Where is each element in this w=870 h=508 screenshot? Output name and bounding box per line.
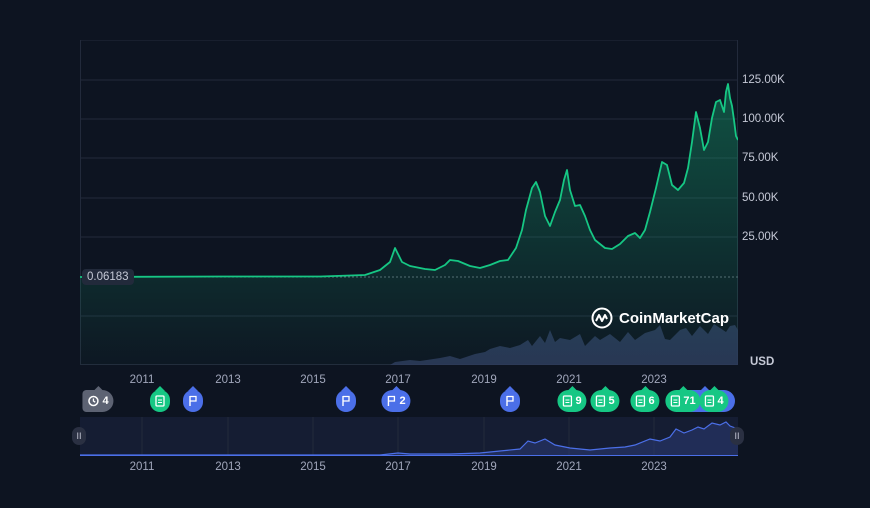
x-tick-2017: 2017 [385, 374, 411, 386]
y-tick-50k: 50.00K [742, 192, 779, 204]
nav-x-tick-2023: 2023 [641, 461, 667, 473]
price-chart-svg [79, 39, 739, 365]
flag-icon [506, 395, 514, 406]
navigator-line [80, 421, 739, 456]
nav-x-tick-2021: 2021 [556, 461, 582, 473]
nav-x-tick-2011: 2011 [129, 461, 155, 473]
event-flag-pin[interactable] [336, 386, 356, 412]
event-flag-pin[interactable]: 2 [381, 386, 411, 412]
price-line [79, 83, 739, 278]
pin-count: 4 [717, 395, 724, 407]
x-tick-2019: 2019 [471, 374, 497, 386]
nav-x-tick-2017: 2017 [385, 461, 411, 473]
pin-count: 9 [575, 395, 582, 407]
x-tick-2013: 2013 [215, 374, 241, 386]
start-price-label: 0.06183 [82, 269, 134, 285]
history-events-pin[interactable]: 4 [82, 386, 114, 412]
x-tick-2011: 2011 [129, 374, 155, 386]
x-tick-2015: 2015 [300, 374, 326, 386]
navigator-right-handle[interactable]: II [730, 427, 744, 445]
chart-plot-area[interactable] [79, 39, 739, 365]
document-icon [562, 395, 573, 407]
news-pin[interactable]: 9 [557, 386, 587, 412]
document-icon [155, 395, 165, 407]
nav-x-tick-2015: 2015 [300, 461, 326, 473]
document-icon [704, 395, 715, 407]
currency-label: USD [750, 356, 775, 368]
brand-name: CoinMarketCap [619, 309, 730, 327]
news-pin[interactable]: 5 [590, 386, 620, 412]
news-pin[interactable]: 6 [630, 386, 660, 412]
nav-x-tick-2013: 2013 [215, 461, 241, 473]
x-tick-2023: 2023 [641, 374, 667, 386]
event-flag-pin[interactable] [183, 386, 203, 412]
navigator-range-selector[interactable] [80, 417, 739, 456]
flag-icon [387, 395, 396, 406]
document-icon [595, 395, 606, 407]
x-tick-2021: 2021 [556, 374, 582, 386]
pin-count: 6 [648, 395, 655, 407]
y-tick-125k: 125.00K [742, 74, 785, 86]
flag-icon [189, 395, 197, 406]
pin-count: 71 [683, 395, 696, 407]
navigator-svg [80, 417, 739, 456]
news-pin[interactable]: 4 [699, 386, 729, 412]
news-pin[interactable]: 71 [665, 386, 701, 412]
event-flag-pin[interactable] [500, 386, 520, 412]
price-area [80, 84, 738, 365]
document-icon [670, 395, 681, 407]
navigator-left-handle[interactable]: II [72, 427, 86, 445]
news-pin[interactable] [150, 386, 170, 412]
pin-count: 4 [102, 395, 109, 407]
coinmarketcap-logo-icon [591, 307, 613, 329]
y-tick-25k: 25.00K [742, 231, 779, 243]
document-icon [635, 395, 646, 407]
flag-icon [342, 395, 350, 406]
y-tick-100k: 100.00K [742, 113, 785, 125]
pin-count: 5 [608, 395, 615, 407]
history-icon [88, 395, 99, 407]
nav-x-tick-2019: 2019 [471, 461, 497, 473]
pin-count: 2 [399, 395, 406, 407]
navigator-area [80, 422, 738, 456]
y-tick-75k: 75.00K [742, 152, 779, 164]
brand-watermark: CoinMarketCap [591, 307, 729, 329]
